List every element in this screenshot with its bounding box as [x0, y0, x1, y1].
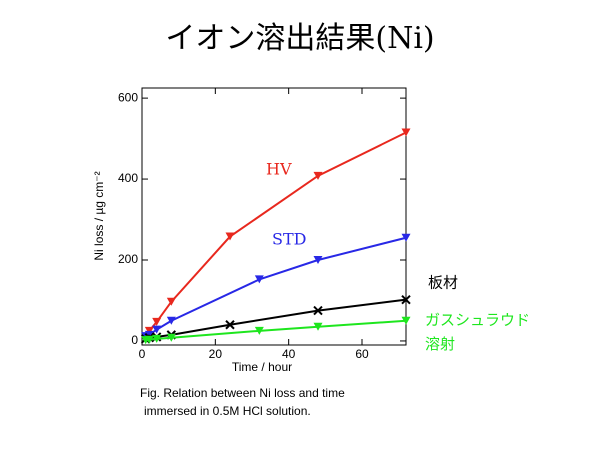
- marker: [313, 305, 323, 316]
- series-label: HV: [266, 160, 292, 179]
- x-tick-label: 0: [139, 347, 146, 361]
- marker: [313, 171, 323, 180]
- marker: [313, 322, 323, 331]
- series-label: 板材: [428, 274, 458, 292]
- marker: [401, 316, 411, 325]
- marker: [152, 317, 162, 326]
- caption-line: immersed in 0.5M HCl solution.: [144, 404, 311, 418]
- series-line: [145, 298, 407, 340]
- y-tick-label: 600: [118, 90, 138, 104]
- marker: [144, 326, 154, 335]
- marker: [166, 297, 176, 306]
- marker: [401, 233, 411, 242]
- y-tick-label: 200: [118, 252, 138, 266]
- marker: [254, 326, 264, 335]
- marker: [313, 256, 323, 265]
- plot-frame: [141, 87, 407, 346]
- marker: [225, 232, 235, 241]
- marker: [401, 128, 411, 137]
- marker: [166, 333, 176, 342]
- chart-title: イオン溶出結果(Ni): [165, 21, 434, 56]
- x-tick-label: 20: [209, 347, 223, 361]
- marker: [144, 335, 154, 344]
- series-line: [145, 319, 407, 342]
- y-tick-label: 400: [118, 171, 138, 185]
- series-label: STD: [272, 230, 306, 249]
- x-tick-label: 60: [355, 347, 369, 361]
- y-tick-label: 0: [131, 333, 138, 347]
- marker: [401, 294, 411, 305]
- x-tick-label: 40: [282, 347, 296, 361]
- marker: [152, 325, 162, 334]
- marker: [254, 275, 264, 284]
- marker: [152, 334, 162, 343]
- y-axis-label: Ni loss / µg cm⁻²: [92, 171, 106, 260]
- series-label: ガスシュラウド溶射: [425, 311, 531, 353]
- marker: [225, 320, 235, 330]
- marker: [166, 316, 176, 325]
- caption-line: Fig. Relation between Ni loss and time: [140, 386, 345, 400]
- x-axis-label: Time / hour: [232, 360, 292, 374]
